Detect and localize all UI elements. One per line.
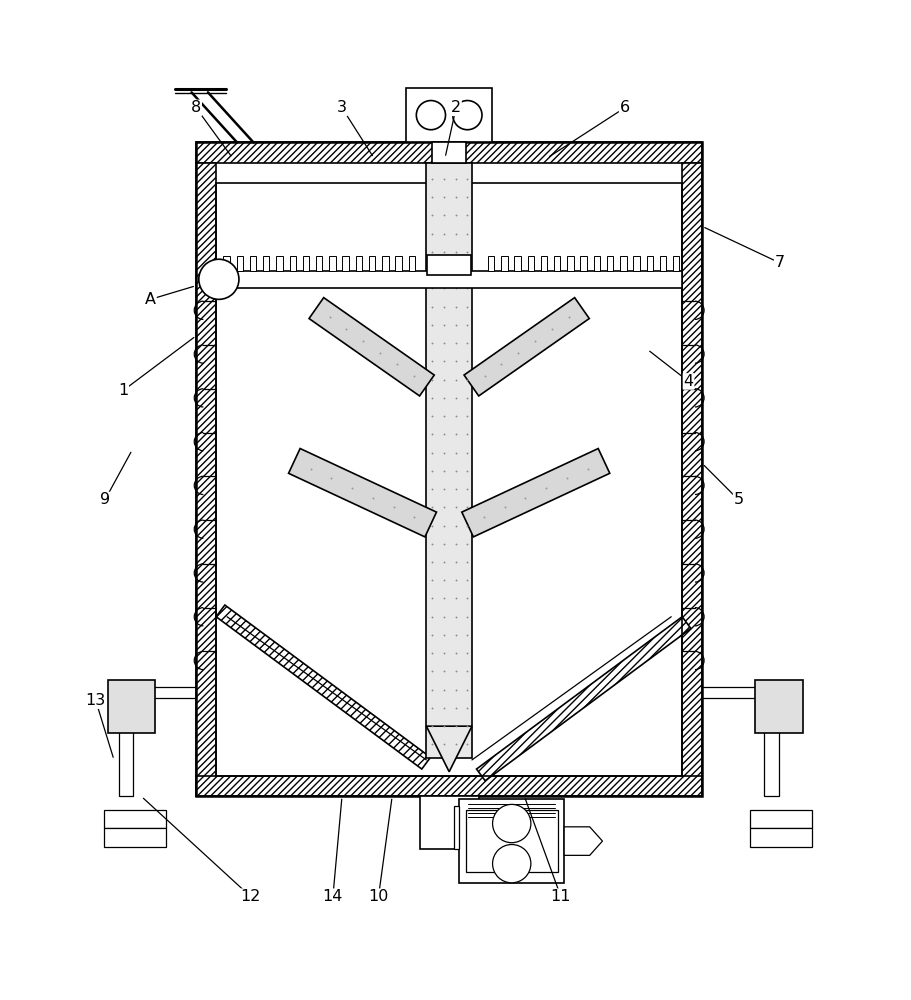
Polygon shape: [288, 449, 436, 537]
Circle shape: [492, 804, 530, 843]
Bar: [459, 799, 564, 883]
Text: 6: 6: [619, 100, 630, 115]
Bar: [567, 256, 573, 271]
Bar: [540, 256, 547, 271]
Bar: [419, 796, 478, 849]
Bar: [263, 256, 270, 271]
Text: 13: 13: [86, 693, 106, 708]
Bar: [754, 680, 802, 733]
Text: 11: 11: [550, 889, 570, 904]
Bar: [302, 256, 309, 271]
Bar: [196, 142, 701, 796]
Bar: [454, 806, 459, 849]
Bar: [501, 256, 507, 271]
Bar: [223, 256, 230, 271]
Bar: [619, 256, 626, 271]
Bar: [579, 256, 587, 271]
Bar: [672, 256, 679, 271]
Bar: [104, 810, 166, 828]
Bar: [104, 828, 166, 847]
Bar: [382, 256, 388, 271]
Polygon shape: [476, 617, 691, 781]
Bar: [593, 256, 599, 271]
Bar: [405, 88, 492, 142]
Text: 12: 12: [241, 889, 261, 904]
Bar: [196, 776, 701, 796]
Bar: [395, 256, 402, 271]
Circle shape: [492, 845, 530, 883]
Polygon shape: [216, 605, 430, 769]
Text: 7: 7: [773, 255, 784, 270]
Bar: [290, 256, 296, 271]
Circle shape: [199, 259, 239, 299]
Text: 2: 2: [450, 100, 461, 115]
Text: 5: 5: [732, 492, 743, 507]
Bar: [237, 256, 242, 271]
Bar: [553, 256, 559, 271]
Bar: [369, 256, 375, 271]
Text: 1: 1: [118, 383, 128, 398]
Bar: [659, 256, 665, 271]
Text: 14: 14: [322, 889, 343, 904]
Text: 9: 9: [99, 492, 110, 507]
Bar: [118, 687, 133, 796]
Bar: [487, 256, 494, 271]
Bar: [426, 163, 472, 758]
Bar: [646, 256, 652, 271]
Bar: [527, 256, 534, 271]
Bar: [316, 256, 322, 271]
Bar: [196, 163, 216, 796]
Text: A: A: [145, 292, 156, 307]
Bar: [216, 183, 681, 776]
Circle shape: [415, 101, 445, 130]
Bar: [250, 256, 256, 271]
Bar: [632, 256, 639, 271]
Polygon shape: [464, 298, 589, 396]
Bar: [427, 255, 471, 275]
Bar: [329, 256, 335, 271]
Text: 4: 4: [682, 374, 693, 389]
Bar: [107, 680, 155, 733]
Bar: [276, 256, 282, 271]
Bar: [749, 810, 811, 828]
Bar: [606, 256, 612, 271]
Bar: [681, 163, 701, 796]
Text: 10: 10: [368, 889, 388, 904]
Text: 3: 3: [337, 100, 346, 115]
Text: 8: 8: [190, 100, 201, 115]
Bar: [408, 256, 415, 271]
Bar: [466, 810, 558, 872]
Bar: [763, 687, 778, 796]
Bar: [432, 142, 466, 163]
Bar: [514, 256, 520, 271]
Polygon shape: [564, 827, 602, 855]
Bar: [749, 828, 811, 847]
Bar: [216, 271, 681, 288]
Polygon shape: [461, 449, 609, 537]
Bar: [216, 183, 681, 776]
Polygon shape: [309, 298, 434, 396]
Polygon shape: [426, 726, 472, 772]
Bar: [196, 142, 701, 163]
Circle shape: [453, 101, 482, 130]
Bar: [355, 256, 362, 271]
Bar: [343, 256, 349, 271]
